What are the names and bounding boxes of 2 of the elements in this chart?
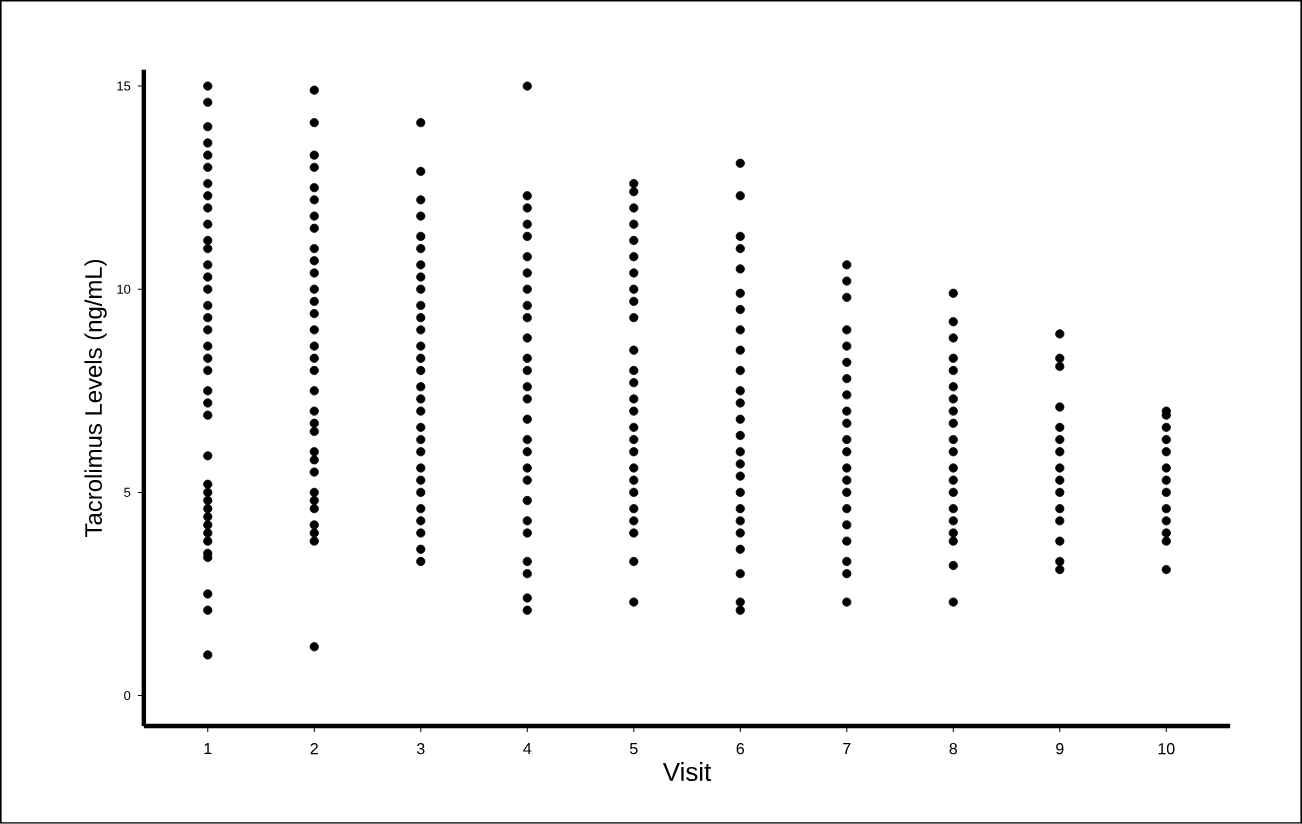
x-axis-title: Visit — [662, 762, 712, 782]
y-axis-title: Tacrolimus Levels (ng/mL) — [84, 259, 107, 538]
